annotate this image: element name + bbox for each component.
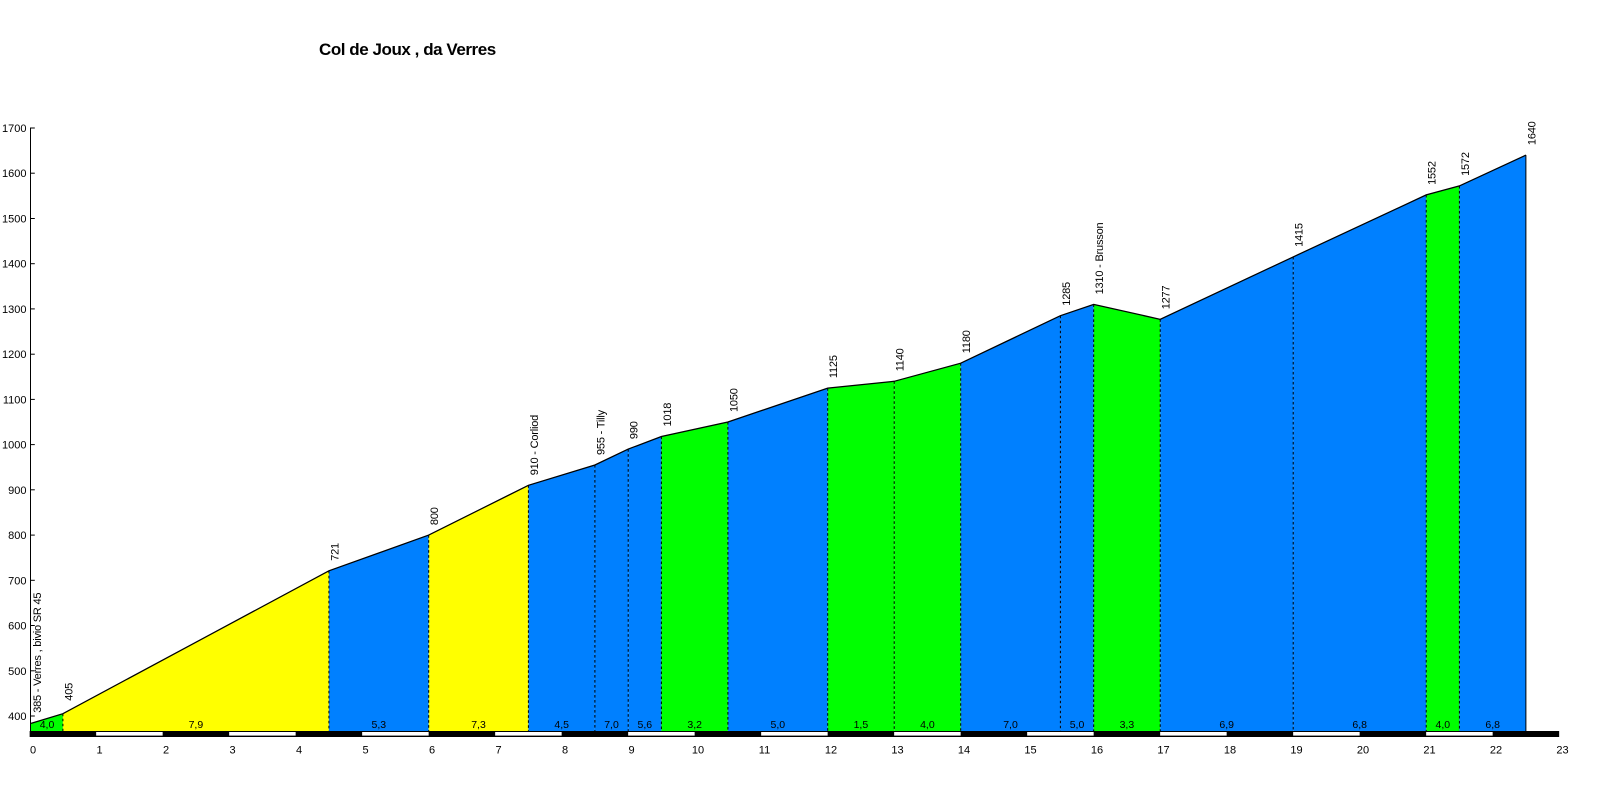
svg-text:3,3: 3,3 [1120,719,1135,731]
svg-text:1552: 1552 [1427,161,1439,185]
svg-text:7,3: 7,3 [471,719,486,731]
svg-text:7,9: 7,9 [189,719,204,731]
svg-text:385 - Verres , bivio SR 45: 385 - Verres , bivio SR 45 [32,593,44,713]
svg-text:1415: 1415 [1294,223,1306,247]
svg-text:4,0: 4,0 [1435,719,1450,731]
svg-text:15: 15 [1024,745,1036,757]
svg-text:2: 2 [163,745,169,757]
svg-text:7,0: 7,0 [1003,719,1018,731]
svg-text:3,2: 3,2 [687,719,702,731]
svg-text:4,5: 4,5 [554,719,569,731]
svg-text:23: 23 [1556,745,1568,757]
svg-text:1180: 1180 [961,330,973,353]
svg-text:Col de Joux , da Verres: Col de Joux , da Verres [319,40,496,59]
svg-text:14: 14 [958,745,970,757]
svg-text:800: 800 [429,507,441,525]
svg-text:1000: 1000 [2,440,26,452]
svg-text:19: 19 [1290,745,1302,757]
svg-text:990: 990 [629,421,641,439]
svg-text:17: 17 [1157,745,1169,757]
svg-text:910 - Corliod: 910 - Corliod [529,415,541,475]
svg-text:1300: 1300 [2,304,26,316]
svg-text:1400: 1400 [2,259,26,271]
svg-text:5,0: 5,0 [1070,719,1085,731]
svg-text:5,0: 5,0 [770,719,785,731]
svg-text:9: 9 [628,745,634,757]
svg-text:8: 8 [562,745,568,757]
svg-text:13: 13 [891,745,903,757]
svg-text:5: 5 [362,745,368,757]
svg-text:4,0: 4,0 [40,719,55,731]
svg-text:1277: 1277 [1161,286,1173,310]
svg-text:1200: 1200 [2,349,26,361]
svg-text:721: 721 [329,543,341,561]
svg-text:500: 500 [8,666,26,678]
svg-text:1050: 1050 [728,388,740,412]
svg-text:1,5: 1,5 [854,719,869,731]
svg-text:4: 4 [296,745,302,757]
svg-text:1600: 1600 [2,168,26,180]
svg-text:1: 1 [96,745,102,757]
svg-text:6: 6 [429,745,435,757]
svg-text:4,0: 4,0 [920,719,935,731]
svg-text:700: 700 [8,575,26,587]
svg-text:800: 800 [8,530,26,542]
svg-text:405: 405 [63,683,75,701]
svg-text:1285: 1285 [1061,282,1073,306]
svg-text:10: 10 [692,745,704,757]
svg-text:600: 600 [8,621,26,633]
svg-text:21: 21 [1423,745,1435,757]
svg-text:1310 - Brusson: 1310 - Brusson [1094,223,1106,295]
svg-text:1140: 1140 [895,348,907,371]
svg-text:6,8: 6,8 [1485,719,1500,731]
svg-text:1700: 1700 [2,123,26,135]
svg-text:16: 16 [1091,745,1103,757]
svg-text:1100: 1100 [3,394,27,406]
svg-text:18: 18 [1224,745,1236,757]
svg-text:22: 22 [1490,745,1502,757]
svg-text:900: 900 [8,485,26,497]
svg-text:1500: 1500 [2,214,26,226]
svg-text:7,0: 7,0 [604,719,619,731]
svg-text:1125: 1125 [828,355,840,378]
svg-text:400: 400 [8,711,26,723]
svg-text:5,6: 5,6 [637,719,652,731]
svg-text:11: 11 [759,745,770,757]
svg-text:12: 12 [825,745,837,757]
svg-text:5,3: 5,3 [371,719,386,731]
svg-text:1018: 1018 [662,403,674,427]
svg-text:6,8: 6,8 [1352,719,1367,731]
svg-text:3: 3 [229,745,235,757]
svg-text:20: 20 [1357,745,1369,757]
svg-text:1572: 1572 [1460,152,1472,176]
svg-text:1640: 1640 [1526,121,1538,145]
svg-text:955 - Tilly: 955 - Tilly [595,409,607,455]
svg-text:7: 7 [495,745,501,757]
svg-text:0: 0 [30,745,36,757]
svg-text:6,9: 6,9 [1219,719,1234,731]
